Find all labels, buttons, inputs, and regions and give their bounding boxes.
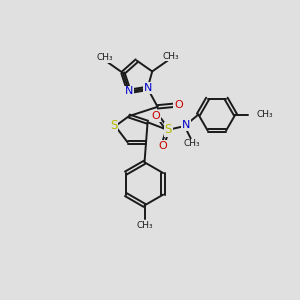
Text: CH₃: CH₃ [256, 110, 273, 119]
Text: CH₃: CH₃ [162, 52, 179, 61]
Text: O: O [159, 141, 167, 151]
Text: S: S [165, 123, 172, 136]
Text: S: S [110, 119, 117, 132]
Text: O: O [151, 111, 160, 121]
Text: CH₃: CH₃ [136, 221, 153, 230]
Text: N: N [143, 83, 152, 93]
Text: O: O [174, 100, 183, 110]
Text: CH₃: CH₃ [184, 139, 201, 148]
Text: N: N [182, 120, 190, 130]
Text: CH₃: CH₃ [96, 53, 113, 62]
Text: N: N [125, 86, 133, 96]
